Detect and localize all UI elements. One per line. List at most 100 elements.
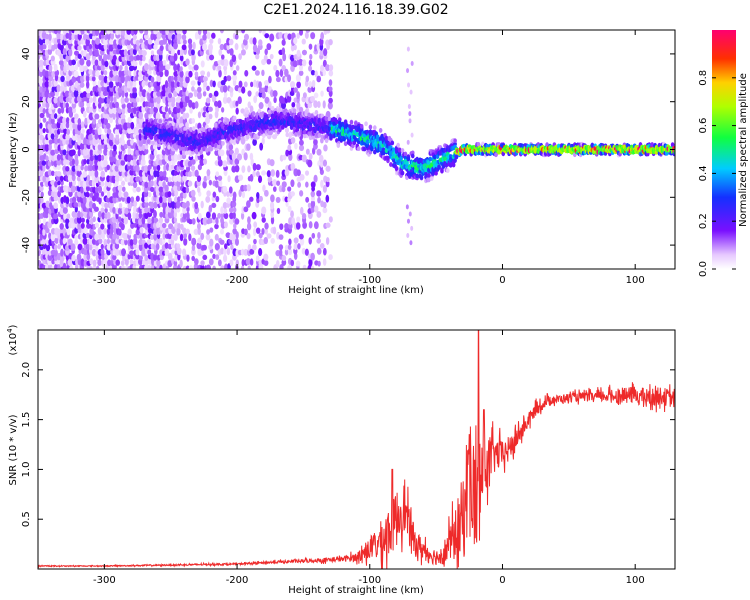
heatmap-cell [45,155,49,162]
heatmap-cell [113,144,117,152]
heatmap-cell [137,75,144,82]
heatmap-cell [185,200,190,208]
heatmap-cell [86,148,91,155]
heatmap-cell [188,92,194,99]
heatmap-cell [127,126,132,134]
heatmap-cell [167,144,171,150]
heatmap-cell [139,38,144,44]
heatmap-cell [106,228,111,236]
heatmap-cell [127,160,132,167]
heatmap-cell [104,154,108,161]
heatmap-cell [85,86,91,94]
heatmap-cell [171,153,175,162]
heatmap-cell [258,30,262,34]
heatmap-cell [206,31,211,40]
heatmap-cell [167,196,172,204]
heatmap-cell [266,58,272,65]
heatmap-cell [212,265,216,269]
heatmap-cell [325,222,331,228]
heatmap-cell [308,59,313,66]
heatmap-cell [298,58,304,66]
heatmap-cell [235,65,240,71]
heatmap-cell [227,175,231,183]
heatmap-cell [354,121,358,126]
heatmap-cell [272,186,277,192]
heatmap-cell [121,90,125,98]
heatmap-cell [146,139,151,145]
heatmap-cell [194,148,199,154]
heatmap-cell [220,206,224,215]
heatmap-cell [206,174,211,181]
heatmap-cell [254,70,260,76]
heatmap-cell [155,38,161,46]
heatmap-cell [310,113,314,119]
heatmap-cell [194,31,199,40]
heatmap-cell [147,265,152,269]
heatmap-cell [80,30,85,35]
heatmap-cell [48,217,52,224]
heatmap-cell [173,176,178,183]
heatmap-cell [93,206,99,212]
heatmap-cell [162,170,167,178]
heatmap-cell [112,106,117,115]
heatmap-cell [275,169,280,178]
heatmap-cell [38,30,41,36]
heatmap-cell [53,249,58,257]
heatmap-cell [82,237,88,245]
heatmap-cell [188,70,193,78]
heatmap-cell [109,116,113,124]
heatmap-cell [238,174,244,181]
heatmap-cell [156,31,162,40]
heatmap-cell [53,202,58,209]
heatmap-cell [328,97,333,104]
heatmap-cell [71,65,75,72]
heatmap-cell [298,106,304,113]
heatmap-cell [76,195,81,203]
heatmap-cell [261,227,265,235]
heatmap-cell [162,59,167,66]
heatmap-cell [150,174,154,180]
heatmap-cell [116,48,120,55]
heatmap-cell [325,180,330,188]
heatmap-cell [76,216,82,224]
heatmap-cell [290,162,296,171]
heatmap-cell [253,95,258,104]
heatmap-cell [284,168,290,177]
heatmap-cell [123,233,128,241]
heatmap-cell [202,33,207,41]
heatmap-cell [170,80,175,88]
heatmap-cell [132,211,137,219]
heatmap-cell [253,79,257,88]
heatmap-cell [44,138,50,145]
heatmap-cell [135,228,141,236]
heatmap-cell [410,132,414,138]
heatmap-cell [63,85,67,93]
heatmap-cell [264,222,269,230]
heatmap-cell [66,128,71,135]
heatmap-cell [299,190,304,197]
heatmap-cell [408,111,412,117]
heatmap-cell [287,144,292,151]
heatmap-cell [258,81,262,89]
heatmap-cell [243,248,249,256]
heatmap-cell [319,154,324,163]
heatmap-cell [94,132,99,140]
heatmap-cell [173,75,178,82]
heatmap-cell [223,69,228,76]
heatmap-cell [147,217,152,225]
heatmap-cell [80,75,85,83]
heatmap-cell [427,173,431,178]
heatmap-cell [44,70,49,78]
heatmap-cell [88,69,93,76]
heatmap-cell [241,148,245,156]
heatmap-cell [234,218,240,225]
heatmap-cell [97,127,102,136]
heatmap-cell [80,186,84,194]
heatmap-cell [106,128,112,135]
heatmap-cell [182,112,187,120]
heatmap-cell [153,233,158,241]
heatmap-cell [272,90,278,98]
heatmap-cell [428,156,433,162]
heatmap-cell [130,121,135,130]
